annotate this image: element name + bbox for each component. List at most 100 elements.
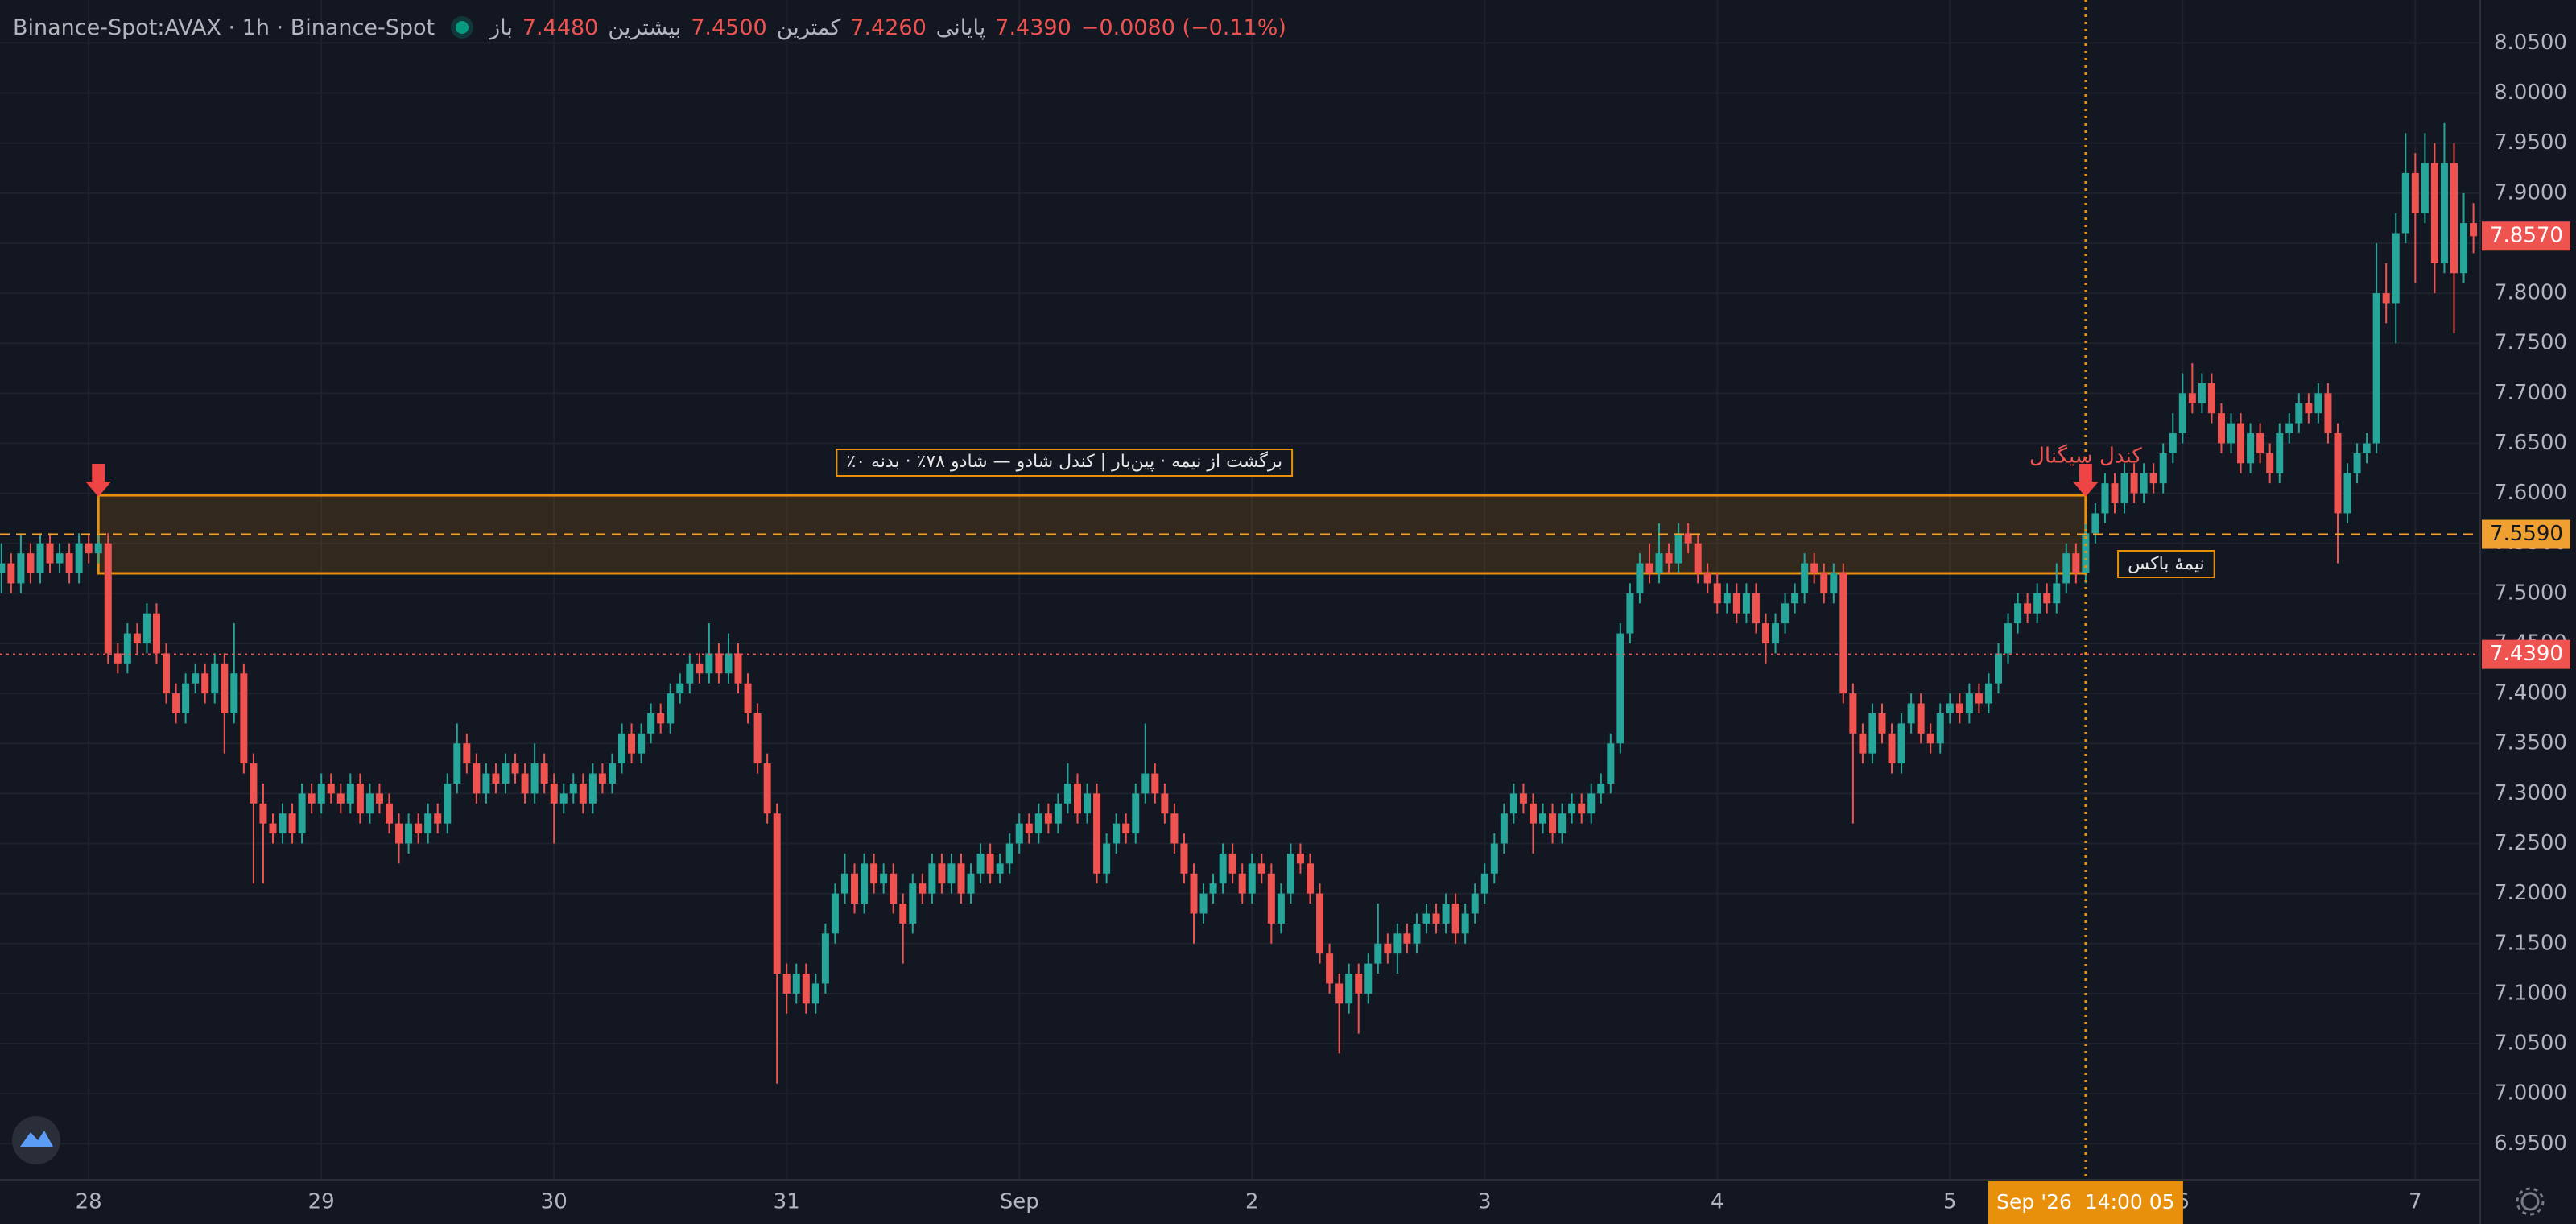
price-label-bg [2482, 639, 2570, 669]
candle-body [1063, 783, 1071, 804]
candle-body [336, 793, 345, 804]
x-tick-label: 2 [1245, 1190, 1259, 1214]
settings-gear[interactable] [2516, 1187, 2545, 1216]
candle-body [211, 663, 219, 694]
ohlc-value: 7.4260 [850, 14, 927, 40]
candle-body [1820, 573, 1828, 593]
candle-body [1713, 583, 1721, 604]
status-dot [456, 21, 469, 34]
candle-body [1054, 803, 1062, 824]
candle-body [1413, 923, 1421, 944]
candle-body [1519, 793, 1527, 804]
price-label: 7.8570 [2490, 224, 2563, 248]
candle-body [1238, 873, 1246, 894]
candle-body [152, 613, 160, 654]
candle-body [550, 783, 558, 804]
candle-body [919, 883, 927, 894]
candle-body [1355, 974, 1363, 994]
candle-body [899, 904, 907, 924]
candle-body [1461, 913, 1469, 934]
candle-body [744, 683, 752, 713]
ohlc-value: 7.4390 [995, 14, 1071, 40]
candle-body [705, 653, 713, 674]
candle-body [2247, 433, 2255, 464]
candle-body [1539, 813, 1547, 824]
candle-body [753, 713, 762, 764]
candle-body [2024, 603, 2032, 614]
change: −0.0080 (−0.11%) [1080, 14, 1286, 40]
candle-body [1674, 533, 1682, 564]
zone-box [97, 494, 2087, 575]
settings-icon[interactable] [2520, 1192, 2540, 1211]
candle-body [1219, 853, 1227, 884]
candle-body [1607, 743, 1615, 784]
candle-body [947, 863, 956, 884]
candle-body [288, 813, 296, 834]
candle-body [1015, 823, 1023, 844]
candle-body [1684, 533, 1692, 544]
candle-body [1907, 703, 1915, 724]
ohlc-label: کمترین [776, 14, 841, 40]
candle-body [715, 653, 723, 674]
candle-body [782, 974, 791, 994]
candle-body [2178, 393, 2186, 434]
candle-body [579, 783, 587, 804]
candle-body [201, 673, 209, 694]
candle-body [1897, 723, 1905, 764]
ohlc-label: باز [489, 14, 513, 40]
candle-body [2266, 453, 2274, 473]
candle-body [259, 803, 267, 824]
candle-body [588, 773, 597, 804]
candle-body [521, 773, 529, 794]
candle-body [2227, 423, 2235, 444]
candle-body [928, 863, 936, 894]
x-tick-label: 31 [774, 1190, 800, 1214]
y-tick-label: 7.4000 [2494, 681, 2567, 705]
candle-body [104, 543, 112, 654]
candle-body [1597, 783, 1605, 794]
x-tick-label: 3 [1478, 1190, 1492, 1214]
candle-body [1616, 633, 1624, 744]
y-tick-label: 7.7000 [2494, 381, 2567, 405]
ohlc-label: پایانی [935, 14, 986, 40]
candle-body [1335, 983, 1344, 1004]
candle-body [618, 733, 626, 764]
candle-body [657, 713, 665, 724]
candle-body [2401, 172, 2409, 234]
candle-body [2411, 172, 2419, 213]
candle-body [676, 683, 684, 694]
candle-body [2295, 403, 2303, 424]
candle-body [1442, 904, 1450, 924]
candle-body [192, 673, 200, 684]
y-tick-label: 7.3000 [2494, 781, 2567, 805]
candle-body [1946, 703, 1954, 713]
x-tick-label: 7 [2409, 1190, 2422, 1214]
candle-body [36, 543, 44, 573]
candle-body [2324, 393, 2332, 434]
candle-body [1723, 593, 1731, 604]
candle-body [2372, 293, 2380, 444]
candle-body [2043, 593, 2051, 604]
candle-body [17, 553, 25, 584]
logo[interactable] [12, 1116, 60, 1164]
candle-body [473, 763, 481, 794]
candle-body [1801, 563, 1809, 593]
candle-body [2217, 413, 2225, 444]
ohlc-value: 7.4500 [691, 14, 767, 40]
y-tick-label: 7.9000 [2494, 180, 2567, 205]
logo-icon[interactable] [20, 1131, 53, 1147]
candle-body [1732, 593, 1740, 614]
candle-body [1626, 593, 1634, 634]
candle-body [1307, 863, 1315, 894]
candle-body [559, 793, 568, 804]
candle-body [628, 733, 636, 754]
candle-body [1151, 773, 1159, 794]
candle-body [1471, 893, 1479, 914]
ohlc-label: بیشترین [608, 14, 682, 40]
y-tick-label: 7.2500 [2494, 831, 2567, 855]
settings[interactable] [2516, 1187, 2545, 1216]
candle-body [1180, 843, 1188, 874]
y-tick-label: 7.0000 [2494, 1081, 2567, 1106]
